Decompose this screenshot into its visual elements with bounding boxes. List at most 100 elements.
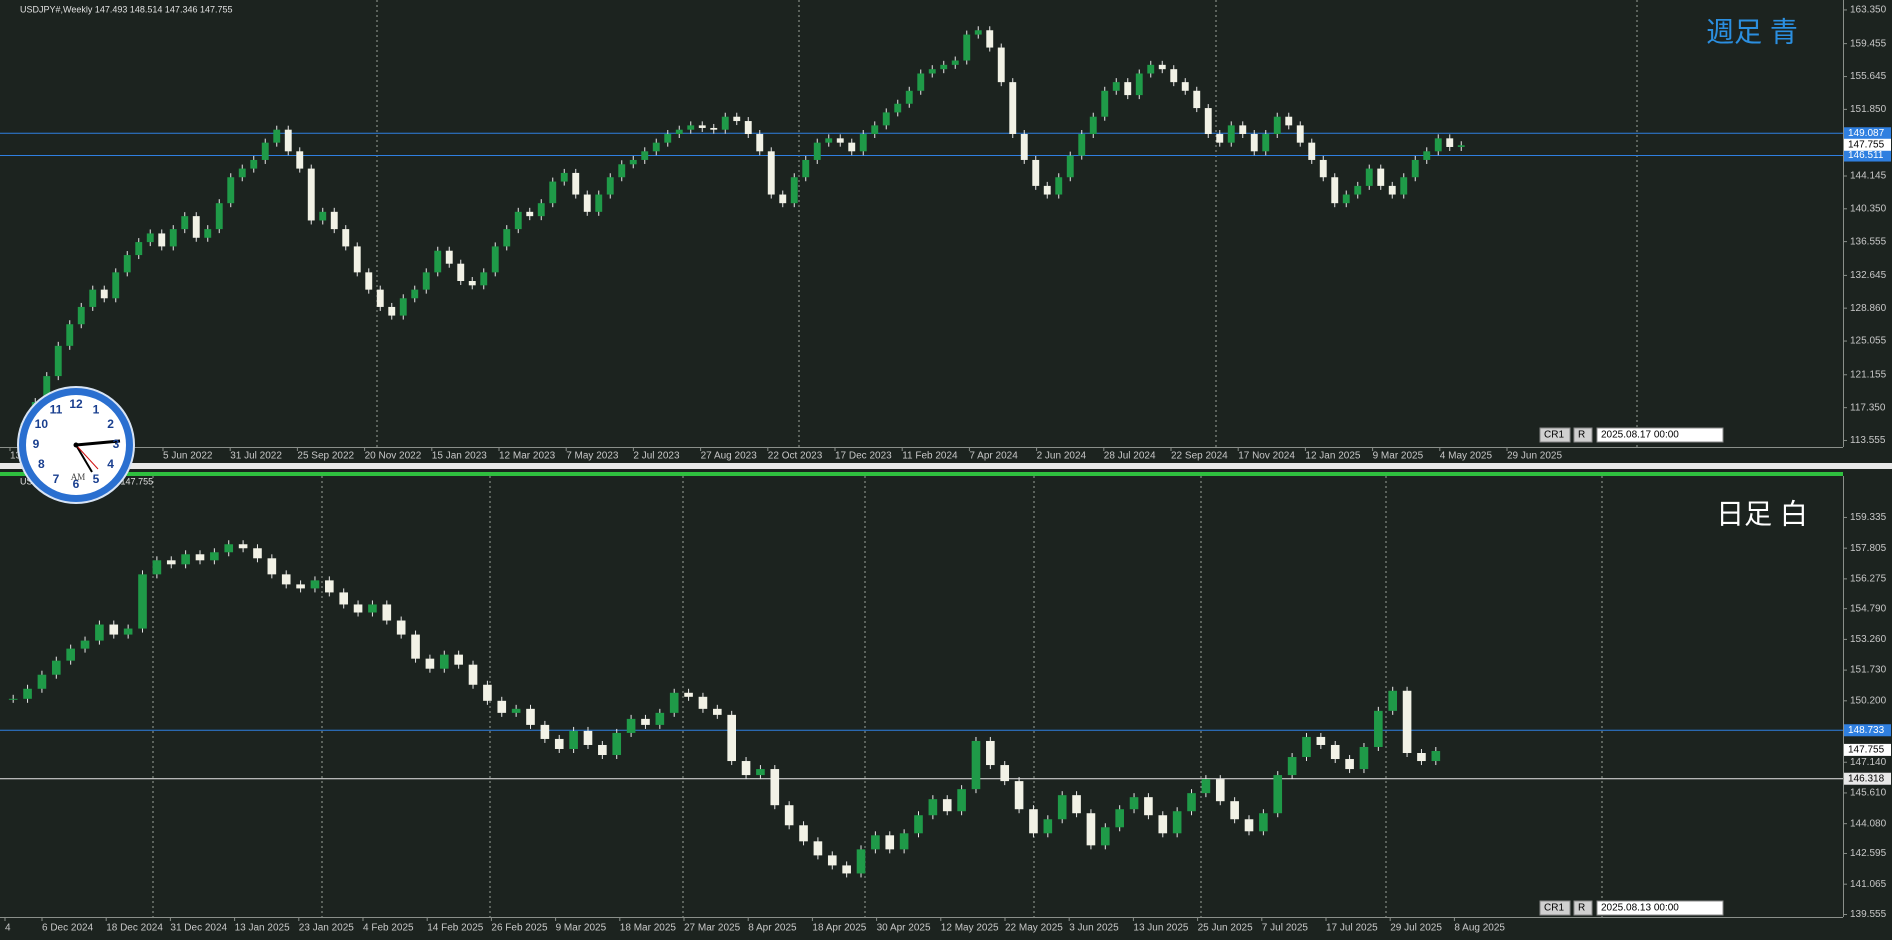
candle-body	[342, 229, 350, 247]
candle-body	[310, 580, 320, 589]
candle-body	[914, 815, 923, 834]
candle-body	[1377, 168, 1385, 186]
x-tick-label: 9 Mar 2025	[556, 923, 607, 934]
clock-ampm: AM	[71, 472, 86, 482]
candle-body	[669, 692, 679, 713]
current-price-box	[1844, 743, 1891, 756]
candle-body	[526, 708, 535, 725]
clock-number: 1	[93, 403, 100, 417]
candle-body	[468, 280, 476, 286]
candle-body	[917, 73, 925, 91]
x-tick-label: 18 Apr 2025	[812, 923, 866, 934]
candle-body	[166, 560, 176, 565]
candle-body	[572, 172, 580, 195]
level-label-box	[1844, 724, 1891, 737]
x-tick-label: 25 Sep 2022	[297, 451, 354, 462]
candle-body	[598, 744, 607, 756]
candle-body	[468, 664, 478, 685]
candle-body	[721, 116, 729, 130]
candle-body	[1100, 827, 1110, 846]
candle-body	[281, 574, 291, 585]
x-tick-label: 2 Jul 2023	[633, 451, 680, 462]
candle-body	[396, 620, 406, 635]
candle-body	[267, 558, 277, 575]
candle-body	[629, 159, 637, 165]
candle-body	[836, 138, 844, 143]
candle-body	[1193, 90, 1201, 109]
x-tick-label: 6 Dec 2024	[42, 923, 94, 934]
candle-body	[382, 604, 392, 621]
candle-body	[885, 835, 895, 850]
candle-body	[741, 761, 751, 776]
status-box	[1596, 900, 1724, 916]
candle-body	[813, 142, 821, 160]
y-tick-label: 121.155	[1850, 369, 1887, 380]
panel-separator	[0, 463, 1892, 469]
candle-body	[727, 714, 736, 762]
clock-number: 6	[73, 477, 80, 491]
candle-body	[503, 229, 511, 247]
y-tick-label: 157.805	[1850, 543, 1887, 554]
status-text: CR1	[1544, 430, 1564, 441]
candle-body	[1032, 159, 1040, 186]
candle-body	[882, 112, 890, 126]
x-tick-label: 8 Aug 2025	[1454, 923, 1505, 934]
level-label-box	[1844, 772, 1891, 785]
x-tick-label: 13	[10, 451, 22, 462]
candle-body	[756, 134, 764, 152]
candle-body	[554, 738, 564, 749]
x-tick-label: 22 May 2025	[1005, 923, 1063, 934]
level-label-box	[1844, 149, 1891, 162]
x-tick-label: 7 Apr 2024	[969, 451, 1018, 462]
candle-body	[434, 250, 442, 273]
x-tick-label: 23 Jan 2025	[299, 923, 354, 934]
y-tick-label: 125.055	[1850, 336, 1887, 347]
candle-body	[905, 90, 913, 104]
candle-body	[253, 548, 262, 559]
candle-body	[1434, 138, 1442, 152]
candle-body	[296, 151, 304, 169]
y-tick-label: 159.455	[1850, 38, 1887, 49]
candle-body	[1172, 811, 1182, 834]
x-tick-label: 7 May 2023	[566, 451, 619, 462]
candle-body	[1365, 168, 1373, 186]
candle-body	[1262, 134, 1270, 152]
status-box	[1539, 427, 1571, 443]
candle-body	[43, 376, 51, 403]
status-box	[1596, 427, 1724, 443]
candle-body	[66, 324, 74, 346]
candle-body	[942, 799, 952, 812]
candle-body	[54, 345, 62, 377]
candle-body	[445, 250, 453, 264]
candle-body	[215, 203, 223, 230]
candle-body	[1043, 185, 1051, 195]
candle-body	[1014, 781, 1024, 810]
timeframe-note: 日足 白	[1716, 498, 1808, 529]
candle-body	[325, 580, 334, 593]
candle-body	[537, 203, 545, 217]
candle-body	[779, 194, 787, 204]
candle-body	[687, 125, 695, 130]
x-tick-label: 27 Mar 2025	[684, 923, 741, 934]
status-box	[1573, 900, 1593, 916]
candle-body	[210, 552, 219, 561]
candle-body	[224, 544, 234, 553]
candle-body	[1244, 819, 1254, 832]
candle-body	[698, 125, 706, 128]
x-tick-label: 4 Feb 2025	[363, 923, 414, 934]
x-tick-label: 2 Jun 2024	[1037, 451, 1087, 462]
candle-body	[1181, 82, 1189, 91]
candle-body	[95, 624, 104, 641]
current-price-box	[1844, 138, 1891, 151]
candle-body	[894, 103, 902, 113]
candle-body	[655, 712, 665, 725]
candle-body	[1411, 159, 1419, 178]
candle-body	[626, 718, 636, 733]
y-tick-label: 117.350	[1850, 402, 1886, 413]
candle-body	[997, 47, 1005, 83]
candle-body	[986, 740, 995, 766]
clock-hub	[73, 442, 79, 448]
